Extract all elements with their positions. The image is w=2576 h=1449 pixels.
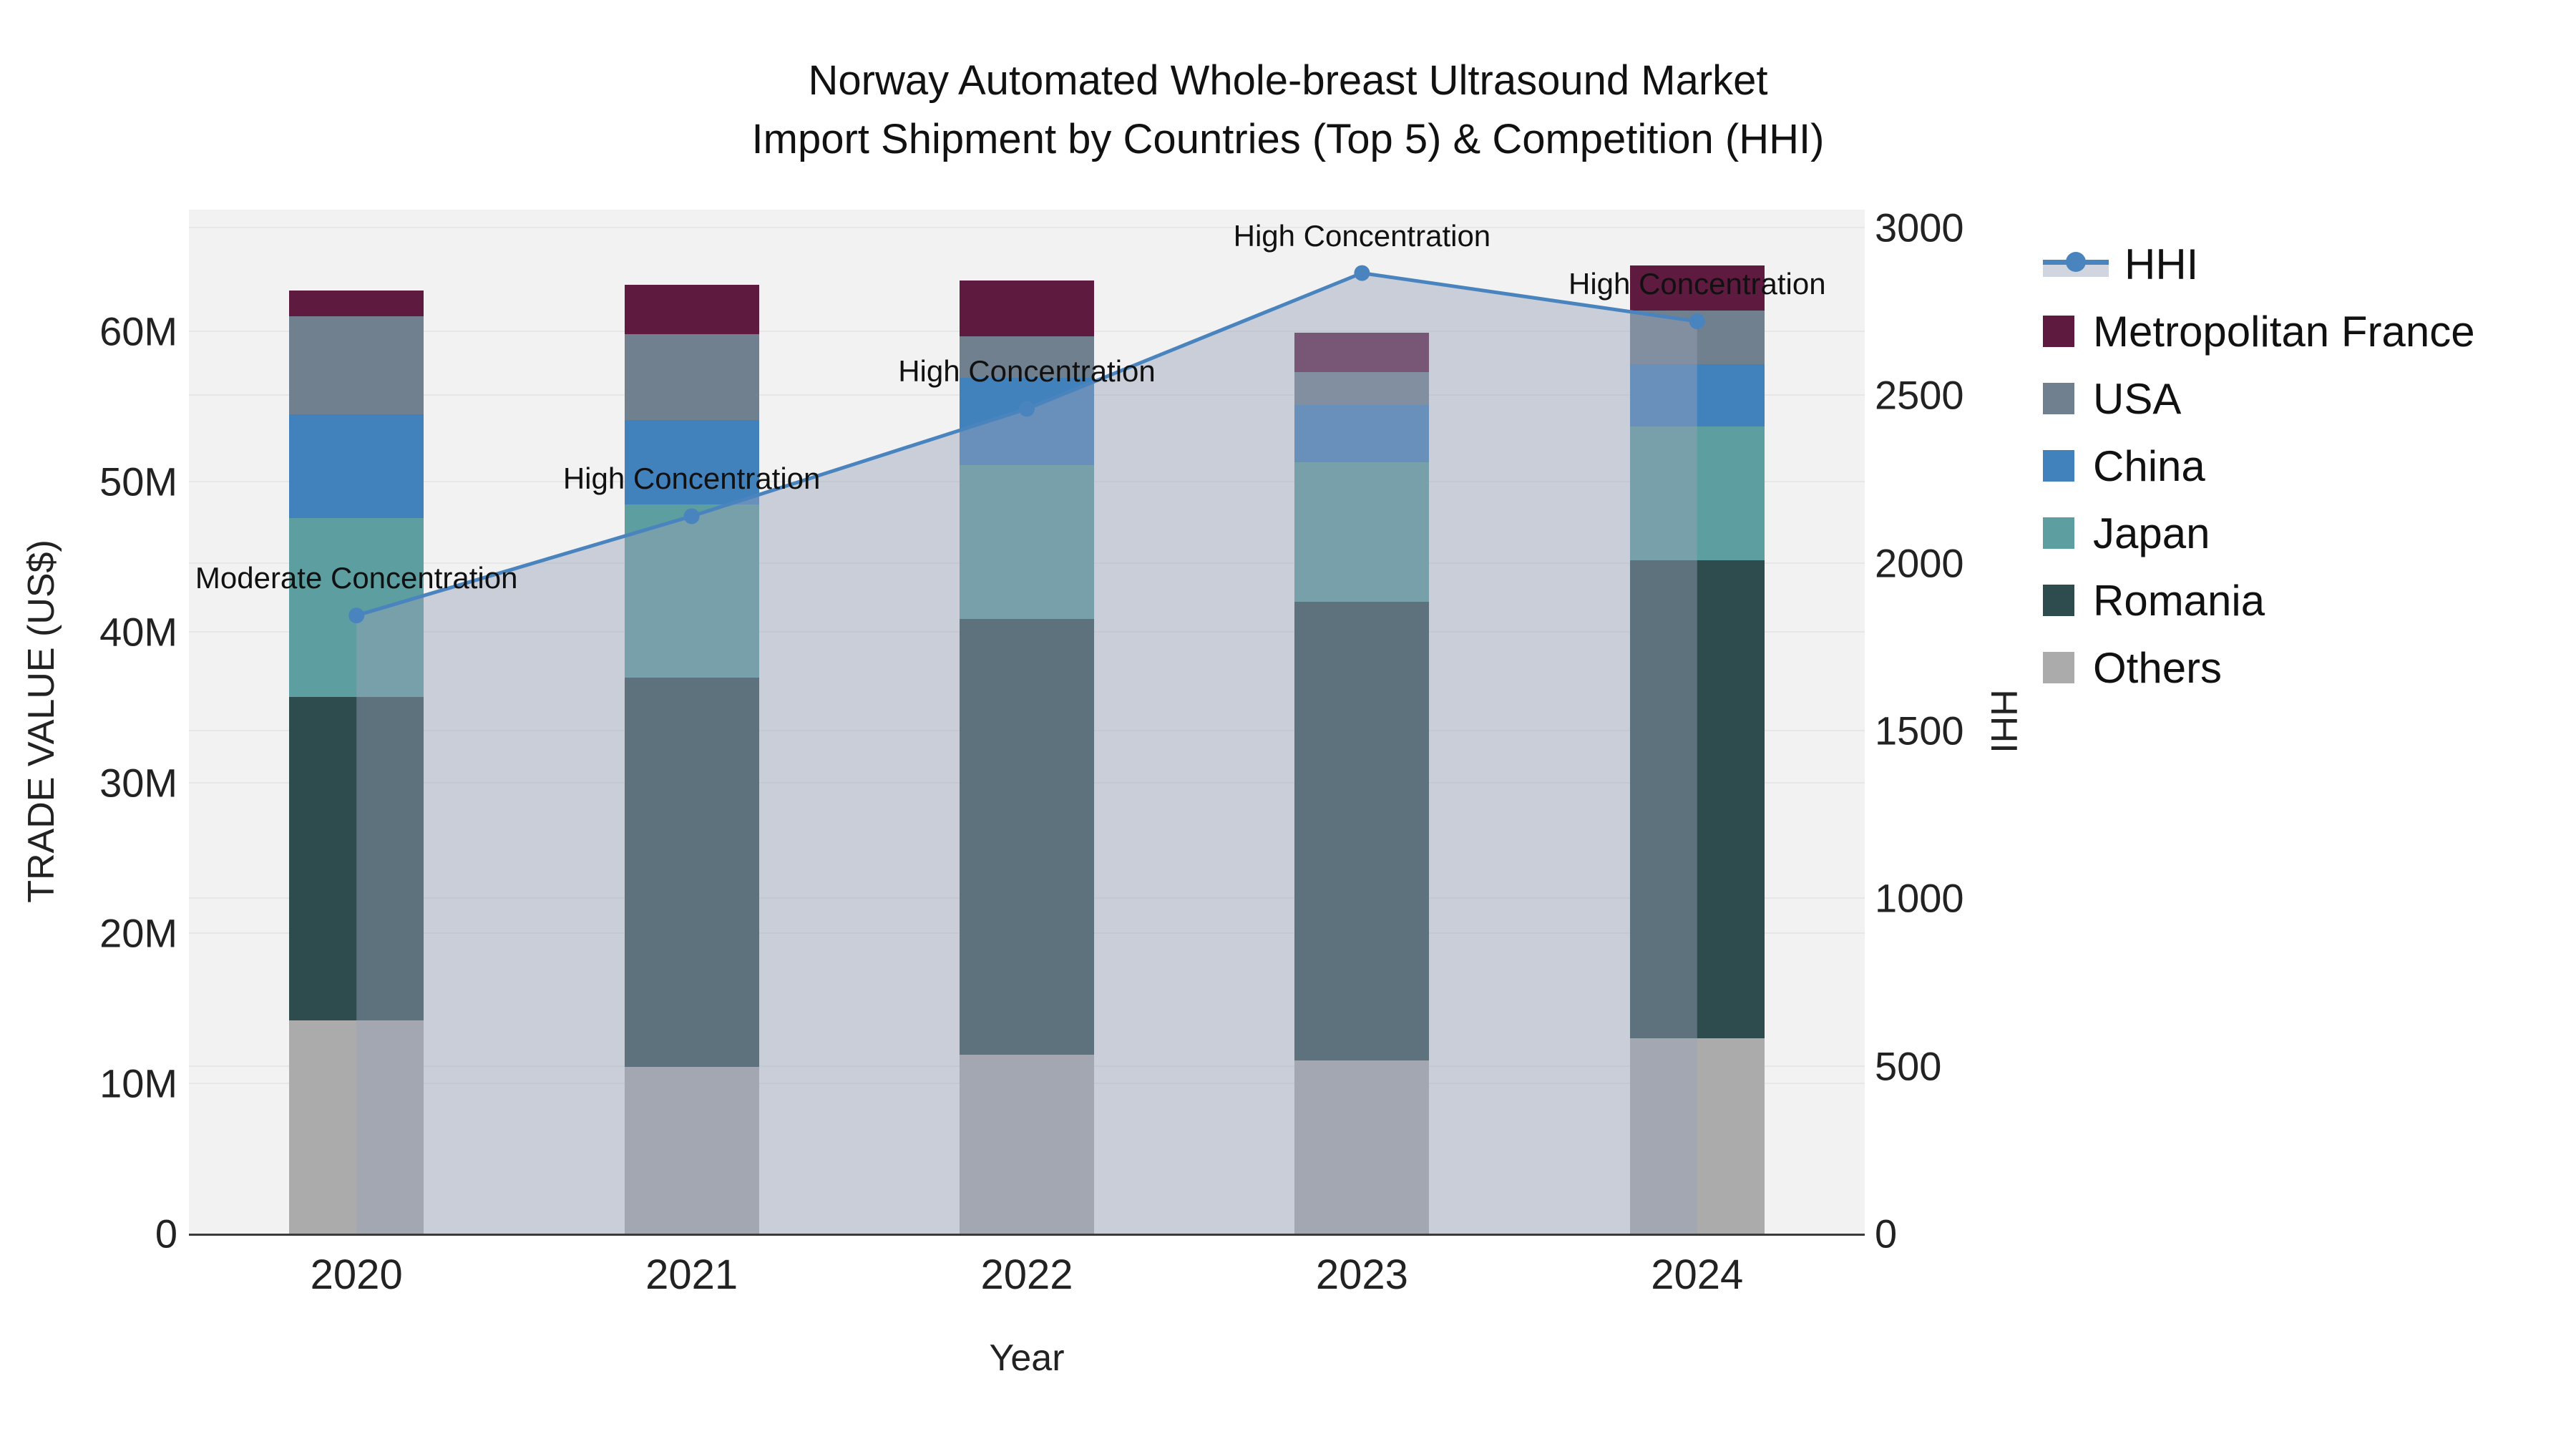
annotation-2022: High Concentration xyxy=(898,354,1156,389)
legend-swatch-romania xyxy=(2043,585,2074,616)
hhi-marker-2022[interactable] xyxy=(1019,401,1035,417)
bar-segment-romania-2023[interactable] xyxy=(1294,602,1430,1061)
bar-segment-japan-2024[interactable] xyxy=(1629,426,1765,560)
bar-segment-romania-2020[interactable] xyxy=(289,696,424,1020)
legend-label: Romania xyxy=(2093,576,2265,625)
bar-segment-others-2024[interactable] xyxy=(1629,1038,1765,1234)
y-left-tick-40M: 40M xyxy=(99,609,177,655)
y-left-tick-10M: 10M xyxy=(99,1060,177,1106)
annotation-2021: High Concentration xyxy=(562,462,821,496)
annotation-2023: High Concentration xyxy=(1233,218,1491,253)
bar-segment-metropolitan-france-2021[interactable] xyxy=(624,285,759,335)
bar-segment-metropolitan-france-2024[interactable] xyxy=(1629,265,1765,311)
plot-area[interactable] xyxy=(189,210,1865,1236)
hhi-marker-2020[interactable] xyxy=(348,608,365,624)
bar-segment-usa-2021[interactable] xyxy=(624,334,759,421)
bar-segment-japan-2023[interactable] xyxy=(1294,462,1430,602)
y-right-tick-500: 500 xyxy=(1875,1043,1942,1089)
bar-segment-romania-2024[interactable] xyxy=(1629,560,1765,1038)
legend-label: HHI xyxy=(2124,240,2199,288)
bar-segment-metropolitan-france-2023[interactable] xyxy=(1294,333,1430,372)
legend-item-others[interactable]: Others xyxy=(2043,634,2475,701)
chart-title-line1: Norway Automated Whole-breast Ultrasound… xyxy=(808,57,1768,104)
bar-segment-romania-2021[interactable] xyxy=(624,677,759,1067)
legend-label: Japan xyxy=(2093,509,2210,557)
y-axis-left-title: TRADE VALUE (US$) xyxy=(21,540,62,903)
bar-segment-metropolitan-france-2020[interactable] xyxy=(289,291,424,317)
bar-segment-japan-2022[interactable] xyxy=(960,465,1094,619)
bar-segment-usa-2023[interactable] xyxy=(1294,371,1430,406)
legend-item-china[interactable]: China xyxy=(2043,432,2475,499)
y-left-tick-30M: 30M xyxy=(99,760,177,806)
x-tick-2022: 2022 xyxy=(980,1252,1073,1298)
x-tick-2023: 2023 xyxy=(1315,1252,1408,1298)
y-right-tick-2000: 2000 xyxy=(1875,540,1964,586)
annotation-2020: Moderate Concentration xyxy=(195,561,518,595)
bar-segment-others-2023[interactable] xyxy=(1294,1060,1430,1234)
x-tick-2024: 2024 xyxy=(1651,1252,1744,1298)
legend-label: Metropolitan France xyxy=(2093,307,2475,356)
y-right-tick-2500: 2500 xyxy=(1875,372,1964,418)
legend-swatch-others xyxy=(2043,652,2074,683)
bar-segment-usa-2022[interactable] xyxy=(960,336,1094,379)
bar-segment-china-2021[interactable] xyxy=(624,420,759,504)
gridline-right-3000 xyxy=(189,226,1865,228)
legend-item-japan[interactable]: Japan xyxy=(2043,499,2475,567)
legend-item-romania[interactable]: Romania xyxy=(2043,567,2475,634)
bar-segment-japan-2021[interactable] xyxy=(624,504,759,678)
x-tick-2020: 2020 xyxy=(310,1252,403,1298)
y-right-tick-1500: 1500 xyxy=(1875,708,1964,753)
y-left-tick-0: 0 xyxy=(155,1211,177,1257)
bar-segment-usa-2020[interactable] xyxy=(289,316,424,414)
y-right-tick-0: 0 xyxy=(1875,1211,1898,1257)
hhi-legend-marker-dot xyxy=(2066,252,2086,272)
y-left-tick-20M: 20M xyxy=(99,910,177,956)
hhi-marker-2021[interactable] xyxy=(683,508,700,525)
annotation-2024: High Concentration xyxy=(1568,267,1826,301)
legend-label: Others xyxy=(2093,643,2223,692)
hhi-marker-2023[interactable] xyxy=(1354,265,1370,281)
bar-segment-others-2021[interactable] xyxy=(624,1066,759,1234)
bar-segment-japan-2020[interactable] xyxy=(289,517,424,697)
chart-title-line2: Import Shipment by Countries (Top 5) & C… xyxy=(751,116,1825,162)
hhi-line-layer xyxy=(348,265,1705,1234)
legend-swatch-china xyxy=(2043,450,2074,482)
bar-segment-china-2023[interactable] xyxy=(1294,405,1430,463)
hhi-legend-icon xyxy=(2043,248,2109,280)
legend-swatch-metropolitan-france xyxy=(2043,316,2074,347)
x-tick-2021: 2021 xyxy=(645,1252,738,1298)
y-left-tick-60M: 60M xyxy=(99,308,177,354)
legend-item-hhi[interactable]: HHI xyxy=(2043,230,2475,298)
legend-item-usa[interactable]: USA xyxy=(2043,365,2475,432)
bar-segment-others-2022[interactable] xyxy=(960,1054,1094,1234)
y-left-tick-50M: 50M xyxy=(99,459,177,504)
bar-segment-romania-2022[interactable] xyxy=(960,618,1094,1055)
legend-swatch-japan xyxy=(2043,517,2074,549)
chart-title: Norway Automated Whole-breast Ultrasound… xyxy=(0,52,2576,169)
legend-label: USA xyxy=(2093,374,2182,423)
x-axis-title: Year xyxy=(989,1337,1065,1379)
legend: HHI Metropolitan France USA China Japan Roman… xyxy=(2043,230,2475,701)
hhi-area-fill xyxy=(356,273,1697,1234)
legend-item-metropolitan-france[interactable]: Metropolitan France xyxy=(2043,298,2475,365)
bar-segment-china-2020[interactable] xyxy=(289,414,424,518)
legend-label: China xyxy=(2093,441,2205,490)
y-right-tick-3000: 3000 xyxy=(1875,205,1964,250)
bar-segment-metropolitan-france-2022[interactable] xyxy=(960,280,1094,336)
bar-segment-china-2024[interactable] xyxy=(1629,364,1765,426)
y-right-tick-1000: 1000 xyxy=(1875,875,1964,921)
legend-swatch-usa xyxy=(2043,383,2074,414)
hhi-marker-2024[interactable] xyxy=(1689,313,1705,330)
bar-segment-others-2020[interactable] xyxy=(289,1020,424,1234)
y-axis-right-title: HHI xyxy=(1983,689,2024,753)
